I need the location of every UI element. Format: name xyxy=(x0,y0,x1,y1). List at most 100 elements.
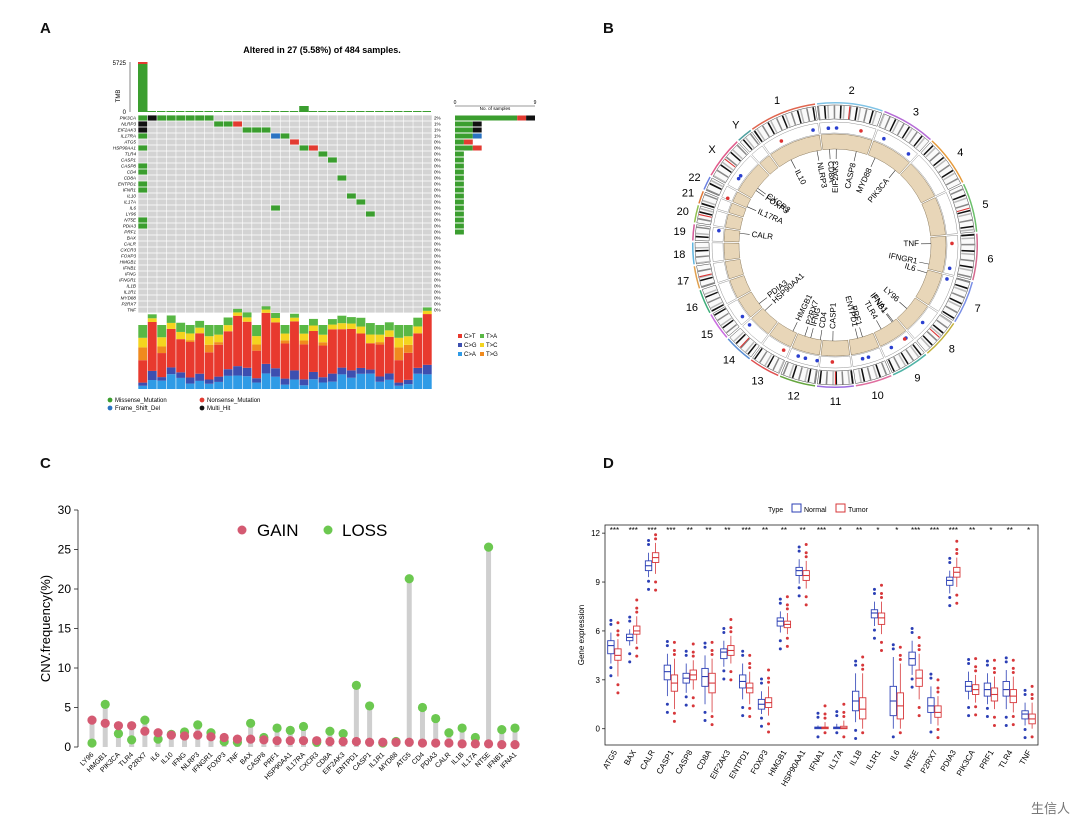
gene-track xyxy=(820,339,851,357)
mutation-cell xyxy=(271,247,280,253)
mutation-cell xyxy=(204,229,214,235)
mutation-cell xyxy=(252,187,261,193)
titv-legend-label: C>T xyxy=(464,334,476,340)
mutation-cell xyxy=(147,253,157,259)
titv-bar xyxy=(403,384,413,389)
chromosome-label: 6 xyxy=(987,253,993,265)
x-tick-label: NT5E xyxy=(902,749,920,771)
chromosome-color-arc xyxy=(710,314,728,338)
tmb-bar xyxy=(394,111,403,112)
mutation-cell xyxy=(290,277,299,283)
mutation-cell xyxy=(242,259,252,265)
track-ring xyxy=(713,210,728,228)
ideogram-band xyxy=(722,161,734,171)
gene-pct: 0% xyxy=(434,212,441,217)
gene-label: PRF1 xyxy=(124,230,136,235)
ideogram-band xyxy=(720,317,733,327)
gene-track xyxy=(737,164,770,199)
mutation-cell xyxy=(356,241,366,247)
track-ring xyxy=(718,280,737,304)
mutation-cell xyxy=(138,217,148,223)
titv-bar xyxy=(394,325,404,338)
ideogram-band xyxy=(713,175,726,183)
mutation-cell xyxy=(214,223,224,229)
ideogram-band xyxy=(694,242,711,265)
mutation-cell xyxy=(346,223,356,229)
mutation-cell xyxy=(185,265,195,271)
gene-pct: 0% xyxy=(434,206,441,211)
mutation-cell xyxy=(346,295,356,301)
side-bar xyxy=(455,163,464,169)
mutation-cell xyxy=(233,187,243,193)
track-ring xyxy=(721,185,737,202)
mutation-cell xyxy=(290,223,299,229)
titv-bar xyxy=(394,385,404,389)
y-tick-label: 10 xyxy=(58,661,72,675)
mutation-cell xyxy=(271,151,280,157)
mutation-cell xyxy=(185,211,195,217)
mutation-cell xyxy=(223,283,233,289)
significance-label: *** xyxy=(647,526,656,535)
gene-track xyxy=(921,197,946,237)
ideogram-band xyxy=(740,337,751,349)
side-bar xyxy=(455,181,464,187)
gene-tick xyxy=(810,328,814,338)
mutation-cell xyxy=(394,151,404,157)
ideogram-band xyxy=(825,371,828,385)
gain-point xyxy=(232,734,243,744)
significance-label: ** xyxy=(781,526,787,535)
ideogram-band xyxy=(920,142,962,190)
gene-tick xyxy=(790,159,796,169)
tmb-bar xyxy=(175,111,185,112)
mutation-cell xyxy=(318,283,328,289)
mutation-cell xyxy=(318,307,328,313)
gene-track xyxy=(820,133,873,155)
loss-point xyxy=(153,734,163,744)
ideogram-band xyxy=(871,111,877,125)
titv-bar xyxy=(166,367,176,375)
mutation-cell xyxy=(422,169,432,175)
outlier xyxy=(635,654,639,658)
mutation-cell xyxy=(299,121,309,127)
gain-point xyxy=(87,715,97,725)
titv-bar xyxy=(223,317,233,326)
titv-bar xyxy=(422,310,432,315)
outlier xyxy=(816,711,820,715)
mutation-cell xyxy=(290,193,299,199)
ideogram-band xyxy=(764,354,773,367)
outlier xyxy=(628,660,632,664)
mutation-dot xyxy=(736,176,741,181)
significance-label: * xyxy=(1027,526,1030,535)
outlier xyxy=(879,648,883,652)
mutation-cell xyxy=(318,193,328,199)
outlier xyxy=(616,633,620,637)
gene-label: CXCR3 xyxy=(120,248,136,253)
mutation-cell xyxy=(195,151,205,157)
mutation-cell xyxy=(384,295,394,301)
mutation-cell xyxy=(403,283,413,289)
mutation-cell xyxy=(252,163,261,169)
mutation-cell xyxy=(394,115,404,121)
mutation-cell xyxy=(403,211,413,217)
mutation-cell xyxy=(422,127,432,133)
loss-point xyxy=(325,726,335,736)
outlier xyxy=(1004,656,1008,660)
mutation-dot xyxy=(826,126,831,130)
gain-point xyxy=(470,739,480,749)
gain-point xyxy=(100,718,110,728)
tmb-bar xyxy=(280,111,289,112)
outlier xyxy=(703,641,707,645)
tmb-bar xyxy=(299,111,308,112)
mutation-cell xyxy=(356,199,366,205)
mutation-cell xyxy=(309,229,318,235)
mutation-cell xyxy=(384,157,394,163)
mutation-cell xyxy=(271,187,280,193)
mutation-cell xyxy=(413,127,423,133)
ideogram-band xyxy=(772,358,780,371)
ideogram-band xyxy=(733,331,744,342)
mutation-cell xyxy=(327,271,337,277)
titv-bar xyxy=(299,325,309,334)
mutation-cell xyxy=(327,121,337,127)
titv-bar xyxy=(138,347,148,361)
mutation-cell xyxy=(394,175,404,181)
